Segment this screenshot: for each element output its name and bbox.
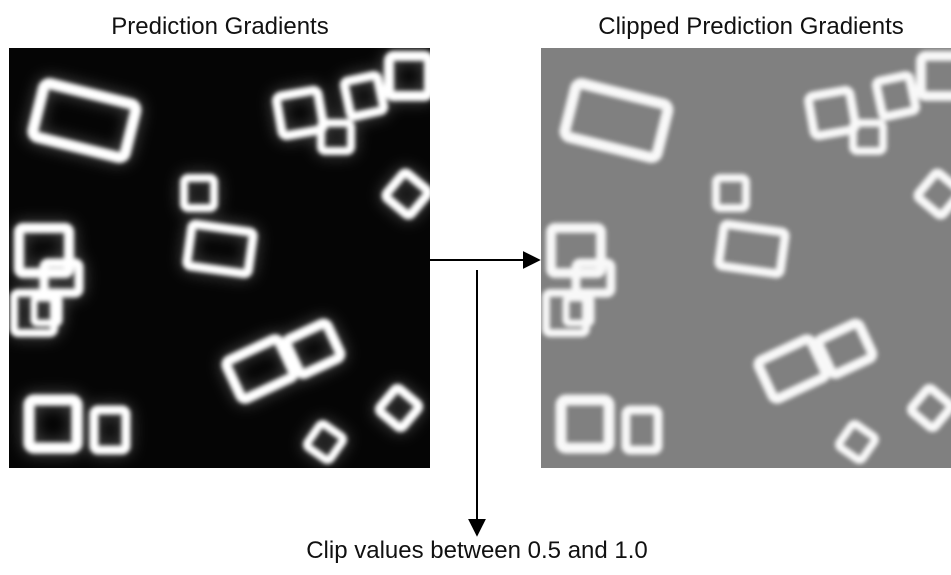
- panel-title: Clipped Prediction Gradients: [598, 13, 904, 40]
- caption: Clip values between 0.5 and 1.0: [306, 537, 648, 564]
- diagram: Prediction Gradients Clipped Prediction …: [0, 0, 951, 570]
- panel-title: Prediction Gradients: [111, 13, 328, 40]
- gradient-image: [9, 48, 430, 468]
- clipped-image: [541, 48, 951, 468]
